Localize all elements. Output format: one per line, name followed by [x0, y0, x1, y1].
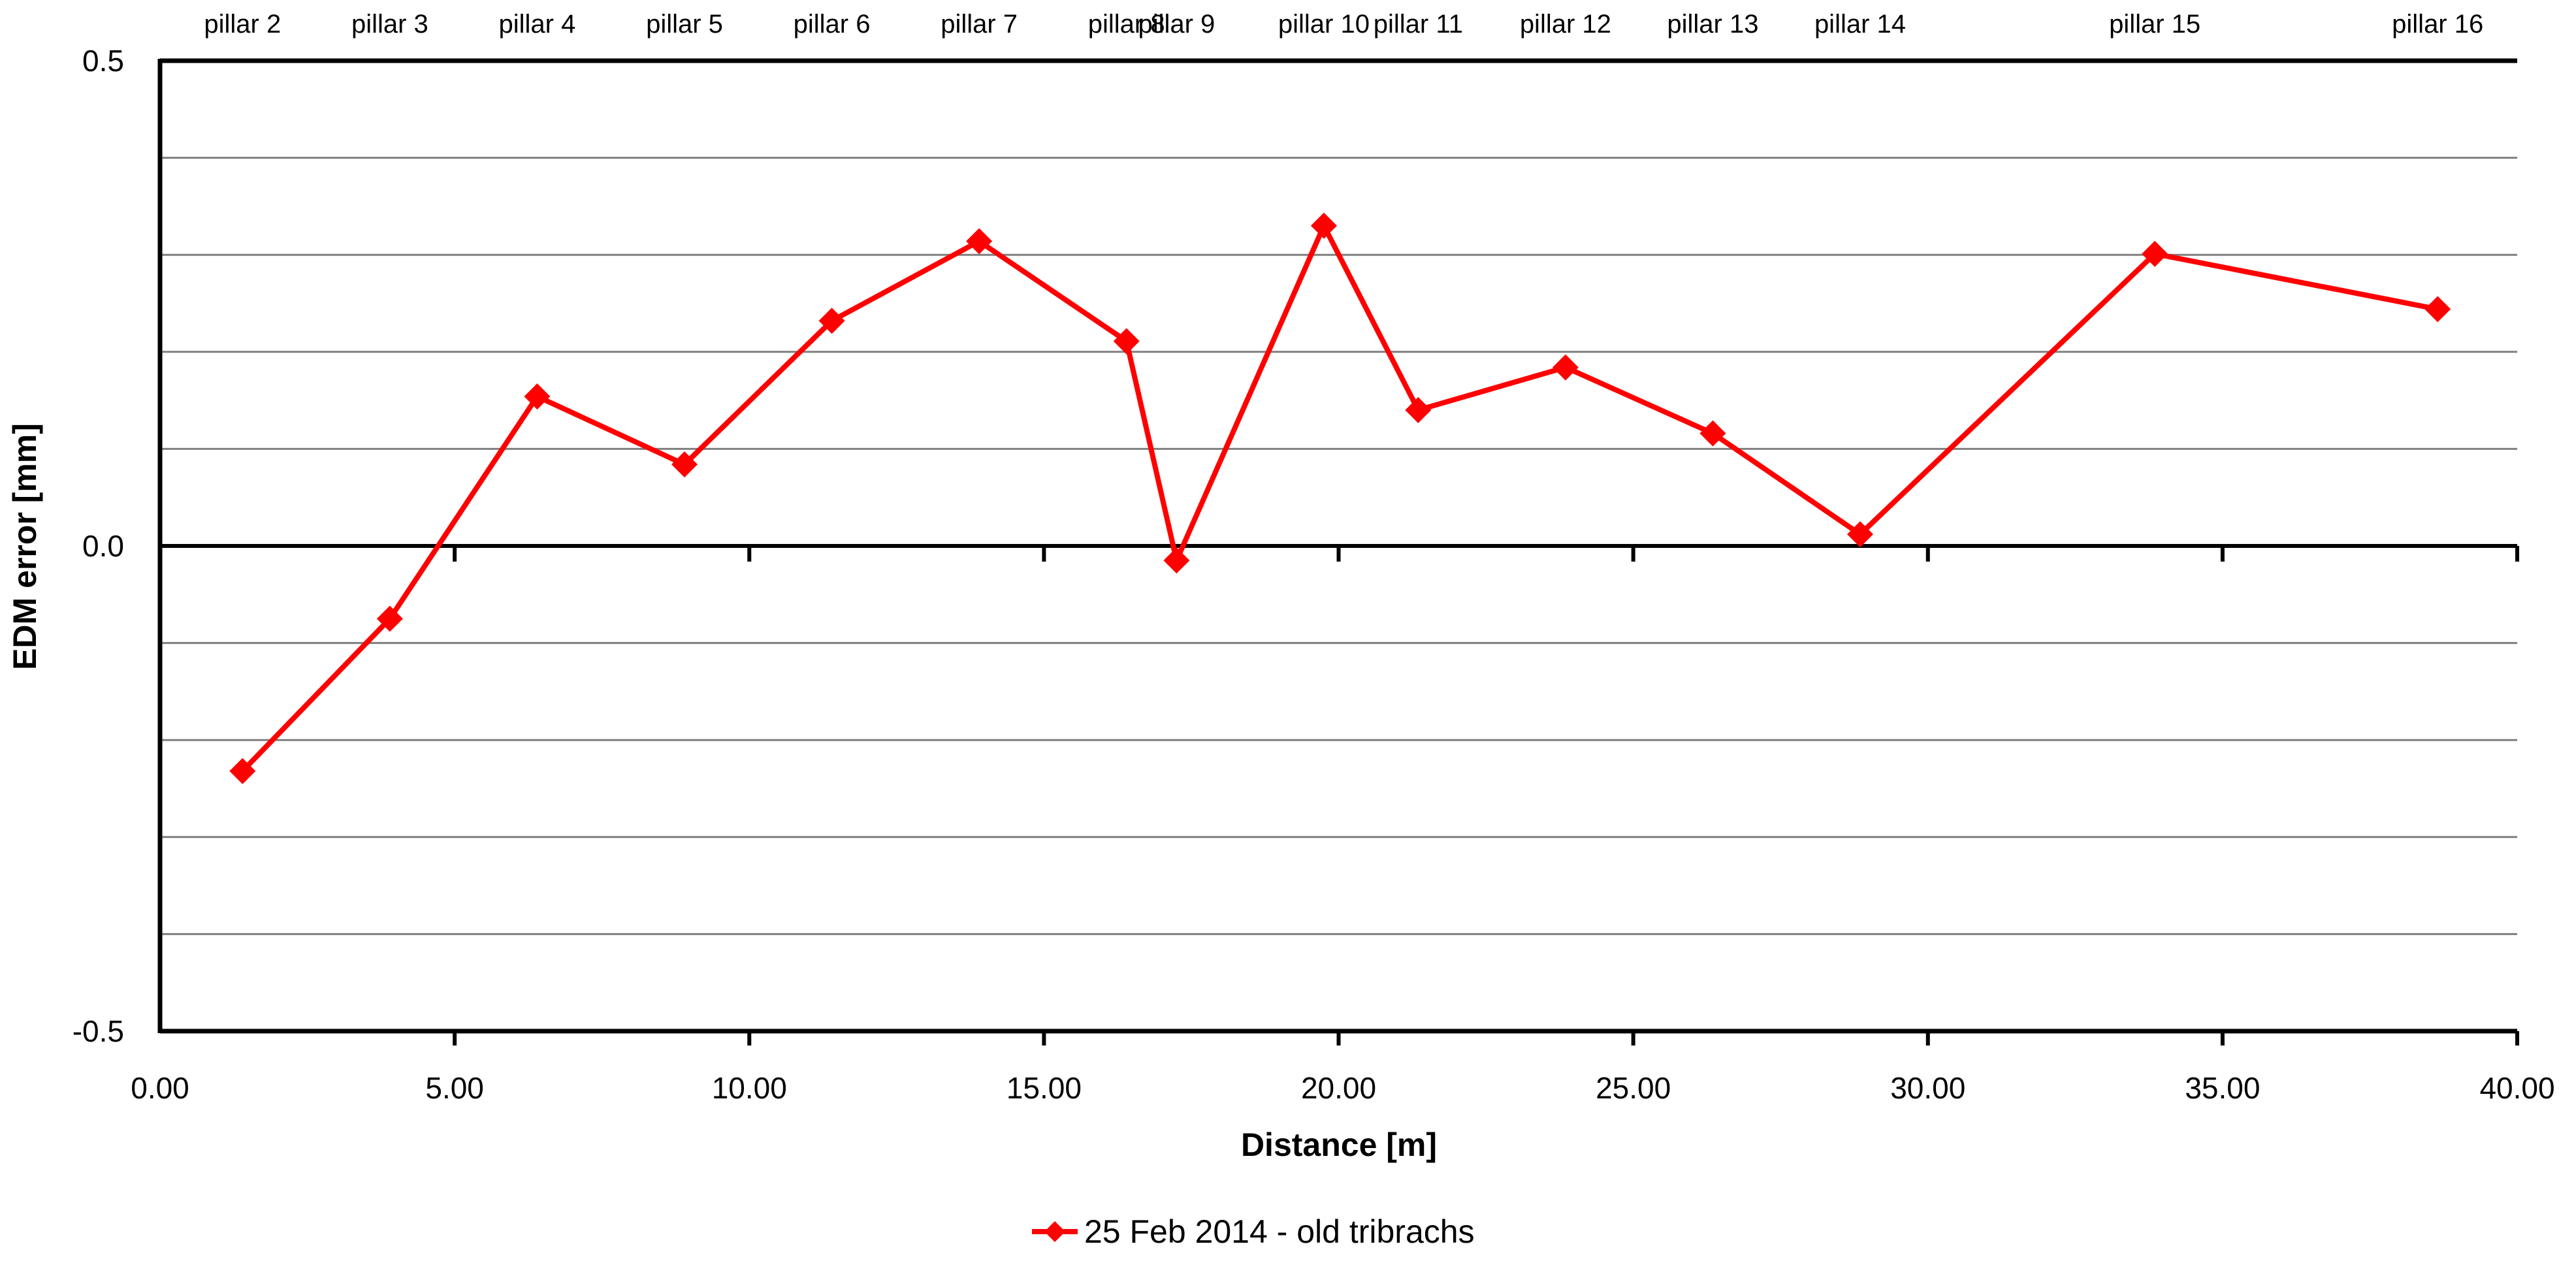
data-point-marker: [1405, 396, 1432, 423]
pillar-label: pillar 16: [2392, 10, 2483, 39]
x-tick-label: 15.00: [1006, 1071, 1082, 1105]
x-tick-label: 5.00: [425, 1071, 484, 1105]
y-tick-label: 0.0: [82, 529, 124, 563]
data-point-marker: [1163, 547, 1190, 574]
y-tick-label: 0.5: [82, 44, 124, 78]
data-point-marker: [1552, 354, 1579, 381]
data-point-marker: [818, 308, 845, 334]
data-point-marker: [1310, 212, 1337, 239]
series-polyline: [240, 223, 2438, 773]
x-tick-label: 10.00: [712, 1071, 787, 1105]
legend-diamond-marker: [1044, 1221, 1065, 1242]
pillar-label: pillar 2: [204, 10, 281, 39]
pillar-label: pillar 6: [794, 10, 871, 39]
x-axis-title: Distance [m]: [1241, 1126, 1437, 1163]
pillar-label: pillar 3: [351, 10, 428, 39]
data-point-marker: [2142, 240, 2168, 267]
pillar-label: pillar 8: [1088, 10, 1165, 39]
legend-series-label: 25 Feb 2014 - old tribrachs: [1084, 1213, 1475, 1250]
pillar-labels: pillar 2 pillar 3 pillar 4 pillar 5 pillar 6…: [204, 10, 2483, 39]
x-tick-label: 40.00: [2479, 1071, 2554, 1105]
data-point-marker: [524, 383, 551, 410]
data-point-marker: [2424, 296, 2451, 323]
pillar-label: pillar 7: [941, 10, 1018, 39]
data-point-marker: [1846, 521, 1873, 548]
data-point-marker: [966, 228, 993, 255]
data-point-marker: [229, 758, 256, 784]
axes: 0.5 0.0 -0.5: [72, 44, 2517, 1048]
x-tick-label: 25.00: [1596, 1071, 1671, 1105]
pillar-label: pillar 9: [1138, 10, 1215, 39]
pillar-label: pillar 13: [1667, 10, 1758, 39]
gridlines: [160, 157, 2517, 935]
pillar-label: pillar 12: [1520, 10, 1611, 39]
x-ticks: 0.00 5.00 10.00 15.00 20.00 25.00 30.00 35.00 40…: [131, 546, 2555, 1105]
pillar-label: pillar 4: [499, 10, 576, 39]
series-line: [240, 223, 2438, 773]
pillar-label: pillar 15: [2109, 10, 2200, 39]
x-tick-label: 35.00: [2185, 1071, 2260, 1105]
data-point-marker: [671, 451, 698, 478]
data-point-marker: [1699, 420, 1726, 447]
x-tick-label: 30.00: [1890, 1071, 1965, 1105]
y-tick-label: -0.5: [72, 1014, 124, 1048]
pillar-label: pillar 14: [1814, 10, 1906, 39]
legend: 25 Feb 2014 - old tribrachs: [1032, 1213, 1475, 1250]
pillar-label: pillar 11: [1374, 10, 1463, 39]
pillar-label: pillar 10: [1278, 10, 1370, 39]
series-markers: [229, 212, 2451, 784]
x-tick-label: 20.00: [1301, 1071, 1376, 1105]
data-point-marker: [1113, 328, 1140, 355]
y-axis-title: EDM error [mm]: [7, 423, 43, 670]
x-tick-label: 0.00: [131, 1071, 189, 1105]
pillar-label: pillar 5: [646, 10, 723, 39]
data-point-marker: [376, 605, 403, 632]
